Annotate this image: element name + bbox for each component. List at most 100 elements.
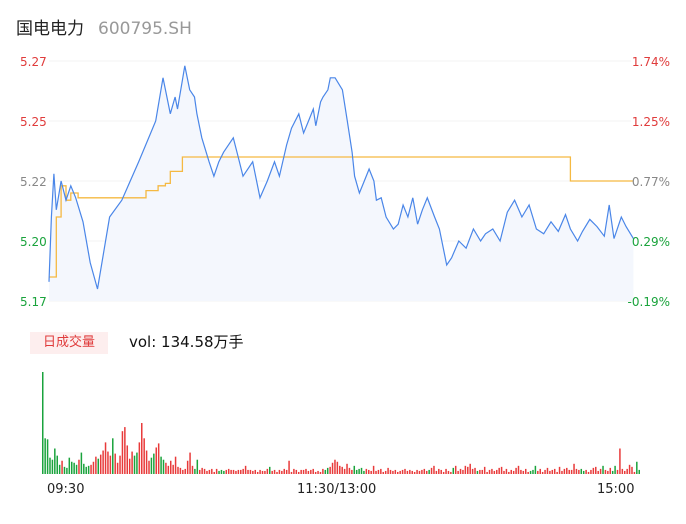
volume-bar <box>570 469 573 474</box>
volume-bar <box>355 469 358 474</box>
volume-bar <box>595 466 597 474</box>
volume-bar <box>534 465 537 474</box>
volume-bar <box>363 470 365 474</box>
volume-bar <box>517 465 520 474</box>
volume-bar <box>167 465 170 474</box>
volume-bar <box>616 469 619 474</box>
volume-bar <box>273 469 276 474</box>
volume-bar <box>520 469 522 474</box>
volume-bar <box>500 466 503 474</box>
volume-bar <box>566 467 568 474</box>
volume-bar <box>206 470 208 474</box>
volume-bar <box>334 459 336 474</box>
daily-volume-tab[interactable]: 日成交量 <box>30 332 108 354</box>
volume-bar <box>498 467 500 474</box>
volume-bars <box>42 372 640 474</box>
volume-bar <box>211 468 213 474</box>
volume-bar <box>297 471 300 474</box>
volume-bar <box>124 427 126 474</box>
price-area-fill <box>49 65 634 301</box>
volume-bar <box>602 465 604 474</box>
volume-bar <box>631 466 633 474</box>
volume-bar <box>575 468 578 474</box>
volume-bar <box>189 452 191 474</box>
volume-bar <box>153 453 155 474</box>
volume-bar <box>464 465 467 474</box>
volume-bar <box>370 470 372 474</box>
volume-bar <box>358 468 360 474</box>
volume-bar <box>85 466 87 474</box>
y-tick-left: 5.22 <box>20 175 47 189</box>
volume-bar <box>368 469 370 474</box>
volume-bar <box>203 468 206 474</box>
volume-bar <box>169 460 172 474</box>
volume-bar <box>133 455 136 474</box>
volume-bar <box>636 461 638 474</box>
volume-bar <box>457 470 459 474</box>
volume-bar <box>150 457 153 474</box>
volume-bar <box>165 462 167 474</box>
volume-bar <box>107 451 109 474</box>
volume-bar <box>387 467 389 474</box>
volume-bar <box>319 471 322 474</box>
volume-bar <box>136 452 138 474</box>
volume-bar <box>201 467 203 474</box>
volume-bar <box>56 455 58 474</box>
volume-bar <box>75 464 78 474</box>
volume-bar <box>619 448 621 474</box>
volume-bar <box>416 469 418 474</box>
volume-bar <box>474 467 476 474</box>
volume-bar <box>97 458 100 474</box>
volume-bar <box>633 471 636 474</box>
volume-bar <box>372 465 375 474</box>
y-tick-left: 5.25 <box>20 115 47 129</box>
volume-bar <box>428 469 430 474</box>
volume-bar <box>138 442 141 474</box>
volume-bar <box>95 456 97 474</box>
volume-bar <box>592 467 595 474</box>
volume-bar <box>174 456 177 474</box>
volume-bar <box>486 471 488 474</box>
volume-bar <box>491 468 493 474</box>
volume-bar <box>104 442 107 474</box>
volume-bar <box>508 471 510 474</box>
stock-name: 国电电力 <box>16 19 84 39</box>
volume-bar <box>336 461 339 474</box>
volume-bar <box>63 466 66 474</box>
volume-bar <box>283 468 285 474</box>
volume-bar <box>87 465 90 474</box>
volume-bar <box>590 469 592 474</box>
volume-bar <box>582 470 585 474</box>
volume-bar <box>375 470 377 474</box>
volume-bar <box>119 455 121 474</box>
volume-bar <box>114 453 116 474</box>
volume-bar <box>44 438 46 474</box>
volume-bar <box>397 471 399 474</box>
x-tick-open: 09:30 <box>47 482 85 497</box>
volume-bar <box>290 471 293 474</box>
volume-bar <box>49 457 51 474</box>
volume-bar <box>503 470 505 474</box>
stock-header: 国电电力 600795.SH <box>16 14 192 39</box>
volume-bar <box>445 468 447 474</box>
volume-bar <box>624 470 626 474</box>
volume-bar <box>512 470 515 474</box>
y-tick-right: 0.77% <box>631 175 670 189</box>
volume-bar <box>256 471 259 474</box>
volume-bar <box>54 448 56 474</box>
y-tick-left: 5.17 <box>20 295 47 309</box>
volume-bar <box>440 469 442 474</box>
volume-bar <box>561 470 563 474</box>
volume-bar <box>240 469 242 474</box>
volume-bar <box>259 469 261 474</box>
volume-bar <box>281 470 283 474</box>
volume-bar <box>611 470 614 474</box>
y-tick-right: 1.74% <box>631 55 670 69</box>
volume-bar <box>348 467 351 474</box>
volume-bar <box>541 471 544 474</box>
volume-bar <box>537 470 539 474</box>
average-price-line <box>49 156 634 278</box>
volume-bar <box>305 468 307 474</box>
volume-bar <box>252 470 254 474</box>
